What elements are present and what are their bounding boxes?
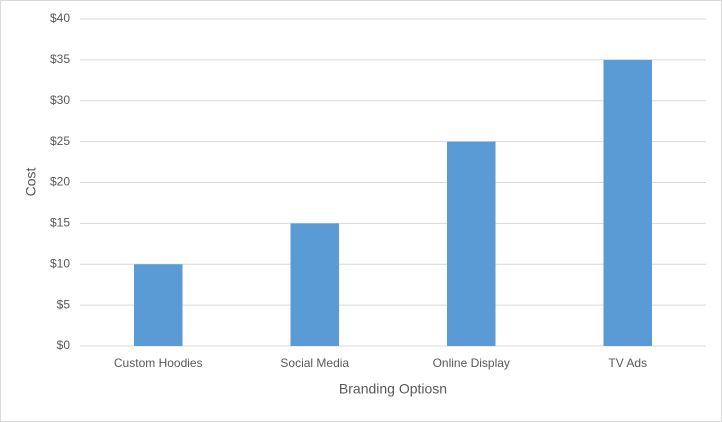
bar <box>603 59 653 346</box>
y-axis-title: Cost <box>23 168 39 197</box>
y-tick-label: $40 <box>50 11 70 25</box>
y-tick-label: $25 <box>50 134 70 148</box>
y-tick-label: $20 <box>50 175 70 189</box>
x-tick-label: Custom Hoodies <box>114 356 203 370</box>
y-tick-label: $15 <box>50 216 70 230</box>
bar <box>446 141 496 346</box>
bar <box>133 264 183 346</box>
x-tick-label: Online Display <box>433 356 510 370</box>
y-tick-label: $30 <box>50 93 70 107</box>
y-tick-label: $35 <box>50 52 70 66</box>
x-tick-label: Social Media <box>280 356 349 370</box>
x-axis-title: Branding Optiosn <box>339 381 447 397</box>
y-tick-label: $5 <box>57 297 71 311</box>
x-tick-label: TV Ads <box>608 356 647 370</box>
bar <box>290 223 340 346</box>
y-tick-label: $0 <box>57 338 71 352</box>
y-tick-label: $10 <box>50 256 70 270</box>
